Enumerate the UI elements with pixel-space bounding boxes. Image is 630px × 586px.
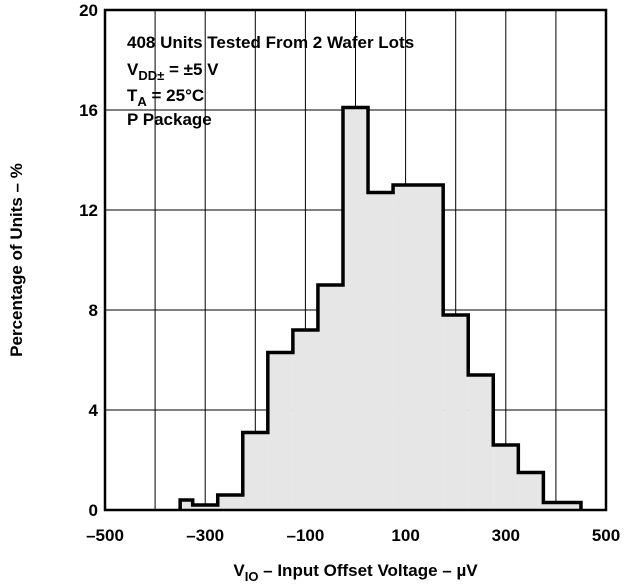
y-tick-labels: 0 4 8 12 16 20 bbox=[79, 1, 98, 520]
histogram-bar bbox=[217, 495, 243, 510]
annotation-line: TA = 25°C bbox=[127, 86, 204, 109]
histogram-bar bbox=[518, 472, 544, 510]
histogram-bar bbox=[342, 107, 369, 510]
histogram-bar bbox=[368, 192, 394, 510]
histogram-bar bbox=[242, 432, 268, 510]
x-tick-labels: –500 –300 –100 100 300 500 bbox=[86, 526, 620, 545]
histogram-bar bbox=[393, 185, 444, 510]
x-tick-label: –100 bbox=[286, 526, 324, 545]
y-axis-label: Percentage of Units – % bbox=[7, 163, 26, 357]
annotation-line: P Package bbox=[127, 110, 212, 129]
histogram-bars bbox=[178, 105, 583, 510]
histogram-bar bbox=[192, 505, 218, 510]
histogram-bar bbox=[443, 315, 469, 510]
x-tick-label: –500 bbox=[86, 526, 124, 545]
x-axis-label: VIO – Input Offset Voltage – µV bbox=[233, 561, 478, 584]
histogram-bar bbox=[292, 330, 318, 510]
histogram-bar bbox=[468, 375, 494, 510]
x-tick-label: 300 bbox=[492, 526, 520, 545]
histogram-bar bbox=[493, 445, 519, 510]
x-tick-label: –300 bbox=[186, 526, 224, 545]
annotation-line: 408 Units Tested From 2 Wafer Lots bbox=[127, 33, 414, 52]
x-tick-label: 100 bbox=[391, 526, 419, 545]
annotation-line: VDD± = ±5 V bbox=[127, 60, 219, 83]
histogram-bar bbox=[267, 352, 293, 510]
annotation-block: 408 Units Tested From 2 Wafer Lots VDD± =… bbox=[127, 33, 414, 129]
y-tick-label: 0 bbox=[89, 501, 98, 520]
y-tick-label: 8 bbox=[89, 301, 98, 320]
y-tick-label: 16 bbox=[79, 101, 98, 120]
histogram-bar bbox=[180, 500, 193, 510]
histogram-bar bbox=[543, 502, 581, 510]
y-tick-label: 4 bbox=[89, 401, 99, 420]
y-tick-label: 12 bbox=[79, 201, 98, 220]
x-tick-label: 500 bbox=[592, 526, 620, 545]
plot-frame bbox=[103, 8, 608, 512]
histogram-outline bbox=[178, 105, 583, 510]
histogram-bar bbox=[317, 285, 343, 510]
y-tick-label: 20 bbox=[79, 1, 98, 20]
